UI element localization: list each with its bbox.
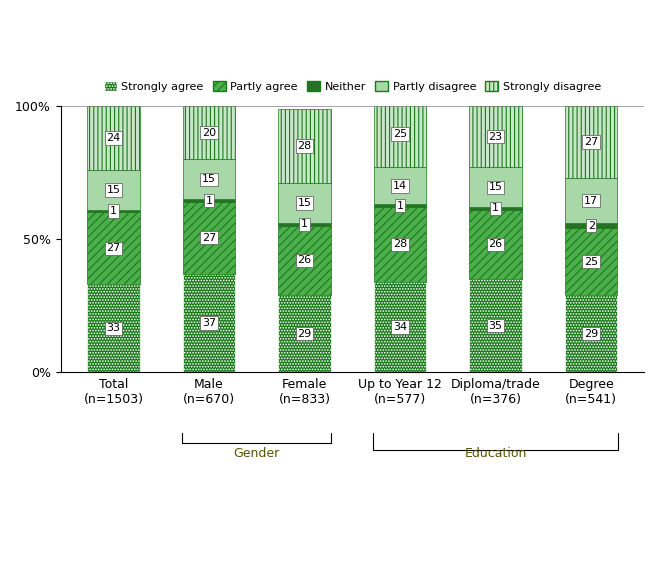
Text: 25: 25 xyxy=(393,129,407,139)
Bar xyxy=(87,170,140,210)
Bar xyxy=(87,285,140,372)
Text: Education: Education xyxy=(465,446,527,460)
Bar xyxy=(183,106,235,159)
Bar xyxy=(469,106,522,167)
Bar xyxy=(374,101,426,167)
Bar xyxy=(565,223,617,228)
Text: 15: 15 xyxy=(488,182,503,192)
Text: 29: 29 xyxy=(297,328,312,339)
Bar xyxy=(278,223,331,225)
Text: 33: 33 xyxy=(106,323,121,333)
Text: 15: 15 xyxy=(106,185,121,195)
Bar xyxy=(278,183,331,223)
Bar xyxy=(87,106,140,170)
Text: 26: 26 xyxy=(488,239,503,249)
Text: 23: 23 xyxy=(488,132,503,141)
Text: 1: 1 xyxy=(492,203,499,214)
Text: 17: 17 xyxy=(584,195,598,206)
Text: 26: 26 xyxy=(297,256,312,265)
Bar xyxy=(374,204,426,207)
Text: 35: 35 xyxy=(488,320,503,331)
Text: Gender: Gender xyxy=(233,446,280,460)
Bar xyxy=(565,178,617,223)
Bar xyxy=(565,295,617,372)
Text: 15: 15 xyxy=(297,198,312,208)
Bar xyxy=(183,274,235,372)
Text: 28: 28 xyxy=(297,141,312,151)
Text: 29: 29 xyxy=(584,328,598,339)
Bar xyxy=(183,199,235,202)
Text: 27: 27 xyxy=(106,244,121,253)
Text: 2: 2 xyxy=(588,221,595,231)
Bar xyxy=(469,279,522,372)
Bar xyxy=(183,159,235,199)
Bar xyxy=(374,207,426,282)
Text: 1: 1 xyxy=(206,195,212,206)
Bar xyxy=(374,282,426,372)
Bar xyxy=(278,225,331,295)
Bar xyxy=(469,210,522,279)
Text: 24: 24 xyxy=(106,133,121,143)
Text: 27: 27 xyxy=(584,137,598,147)
Bar xyxy=(469,207,522,210)
Text: 1: 1 xyxy=(301,219,308,229)
Text: 34: 34 xyxy=(393,322,407,332)
Text: 1: 1 xyxy=(110,206,117,216)
Text: 1: 1 xyxy=(397,201,403,211)
Bar xyxy=(374,167,426,204)
Bar xyxy=(469,167,522,207)
Text: 37: 37 xyxy=(202,318,216,328)
Legend: Strongly agree, Partly agree, Neither, Partly disagree, Strongly disagree: Strongly agree, Partly agree, Neither, P… xyxy=(100,77,606,97)
Bar xyxy=(87,212,140,285)
Text: 27: 27 xyxy=(202,233,216,243)
Text: 14: 14 xyxy=(393,181,407,191)
Text: 28: 28 xyxy=(393,239,407,249)
Text: 20: 20 xyxy=(202,128,216,137)
Text: 25: 25 xyxy=(584,257,598,267)
Bar xyxy=(565,106,617,178)
Bar xyxy=(183,202,235,274)
Bar xyxy=(565,228,617,295)
Text: 15: 15 xyxy=(202,174,216,184)
Bar xyxy=(278,295,331,372)
Bar xyxy=(278,108,331,183)
Bar xyxy=(87,210,140,212)
